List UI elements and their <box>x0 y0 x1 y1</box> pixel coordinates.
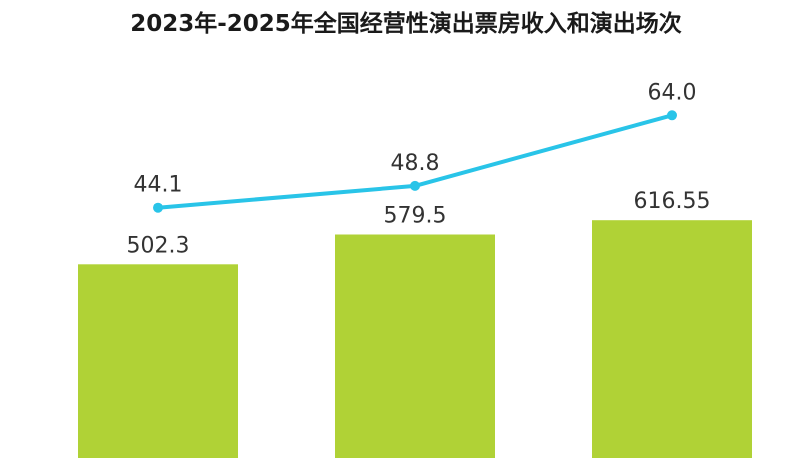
chart-title: 2023年-2025年全国经营性演出票房收入和演出场次 <box>130 11 682 37</box>
bar-data-labels: 502.3 579.5 616.55 <box>127 189 711 258</box>
line-label-3: 64.0 <box>648 80 697 105</box>
bar-label-1: 502.3 <box>127 233 190 258</box>
bar-label-3: 616.55 <box>634 189 711 214</box>
line-label-2: 48.8 <box>391 151 440 176</box>
bar-3 <box>592 220 752 458</box>
line-point-1 <box>153 202 163 213</box>
bar-2 <box>335 234 495 458</box>
bar-series <box>78 220 752 458</box>
line-label-1: 44.1 <box>134 173 183 198</box>
line-point-3 <box>667 110 677 121</box>
bar-label-2: 579.5 <box>384 204 447 229</box>
line-data-labels: 44.1 48.8 64.0 <box>134 80 697 197</box>
bar-1 <box>78 264 238 458</box>
line-point-2 <box>410 180 420 191</box>
line-series <box>153 110 677 213</box>
